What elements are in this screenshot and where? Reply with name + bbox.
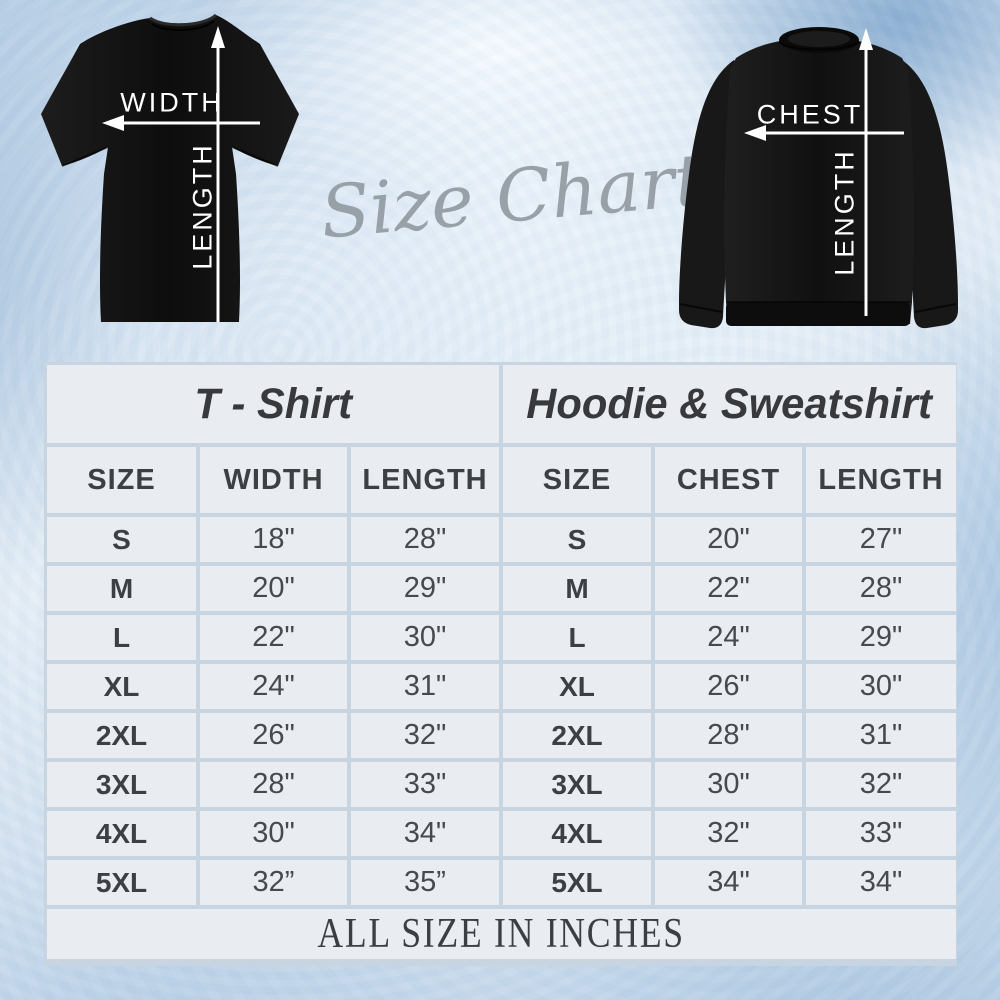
sweatshirt-length-label: LENGTH (829, 148, 860, 276)
table-cell: 3XL (503, 762, 651, 807)
table-cell: 5XL (47, 860, 196, 905)
units-note-text: ALL SIZE IN INCHES (317, 911, 686, 957)
chest-arrow-sweatshirt (744, 125, 904, 141)
table-cell: 22" (200, 615, 347, 660)
table-cell: 24" (200, 664, 347, 709)
hoodie-table-title: Hoodie & Sweatshirt (503, 365, 956, 443)
table-cell: 31" (806, 713, 956, 758)
table-cell: 34" (655, 860, 802, 905)
sweatshirt-body (679, 27, 958, 329)
table-cell: XL (47, 664, 196, 709)
table-cell: 22" (655, 566, 802, 611)
table-cell: 32" (655, 811, 802, 856)
tshirt-header-length: LENGTH (351, 447, 499, 513)
hoodie-header-size: SIZE (503, 447, 651, 513)
table-cell: 2XL (47, 713, 196, 758)
table-cell: 35” (351, 860, 499, 905)
table-cell: 20" (655, 517, 802, 562)
table-cell: 34" (806, 860, 956, 905)
tshirt-body (41, 13, 299, 322)
table-cell: M (47, 566, 196, 611)
table-cell: 28" (200, 762, 347, 807)
table-cell: 33" (806, 811, 956, 856)
width-arrow-tshirt (102, 115, 260, 131)
hoodie-header-length: LENGTH (806, 447, 956, 513)
table-cell: 32" (351, 713, 499, 758)
table-cell: L (47, 615, 196, 660)
table-cell: 28" (806, 566, 956, 611)
tshirt-table-title-text: T - Shirt (194, 379, 352, 428)
table-cell: 29" (351, 566, 499, 611)
table-cell: 28" (351, 517, 499, 562)
table-cell: 31" (351, 664, 499, 709)
table-cell: 30" (806, 664, 956, 709)
table-cell: 32" (806, 762, 956, 807)
table-cell: 34" (351, 811, 499, 856)
hoodie-table-title-text: Hoodie & Sweatshirt (526, 379, 933, 428)
table-cell: M (503, 566, 651, 611)
units-note: ALL SIZE IN INCHES (47, 909, 956, 959)
table-cell: 26" (655, 664, 802, 709)
table-cell: 27" (806, 517, 956, 562)
table-cell: 2XL (503, 713, 651, 758)
tshirt-header-width: WIDTH (200, 447, 347, 513)
table-cell: S (47, 517, 196, 562)
tshirt-header-size: SIZE (47, 447, 196, 513)
tshirt-illustration (41, 13, 299, 322)
table-cell: 30" (200, 811, 347, 856)
table-cell: S (503, 517, 651, 562)
table-cell: 4XL (503, 811, 651, 856)
table-cell: XL (503, 664, 651, 709)
table-cell: 29" (806, 615, 956, 660)
table-cell: 3XL (47, 762, 196, 807)
sweatshirt-illustration (679, 27, 958, 329)
table-cell: 28" (655, 713, 802, 758)
table-cell: L (503, 615, 651, 660)
table-cell: 20" (200, 566, 347, 611)
table-cell: 30" (655, 762, 802, 807)
length-arrow-sweatshirt (859, 28, 873, 316)
table-cell: 18" (200, 517, 347, 562)
tshirt-width-label: WIDTH (120, 87, 224, 118)
table-cell: 33" (351, 762, 499, 807)
table-cell: 4XL (47, 811, 196, 856)
size-chart-table: T - Shirt Hoodie & Sweatshirt SIZE WIDTH… (44, 362, 957, 966)
sweatshirt-chest-label: CHEST (756, 99, 864, 130)
table-cell: 5XL (503, 860, 651, 905)
length-arrow-tshirt (211, 26, 225, 322)
tshirt-table-title: T - Shirt (47, 365, 499, 443)
table-cell: 24" (655, 615, 802, 660)
script-title: Size Chart (317, 137, 707, 255)
hoodie-header-chest: CHEST (655, 447, 802, 513)
tshirt-length-label: LENGTH (187, 142, 218, 270)
table-cell: 32” (200, 860, 347, 905)
table-cell: 26" (200, 713, 347, 758)
table-cell: 30" (351, 615, 499, 660)
